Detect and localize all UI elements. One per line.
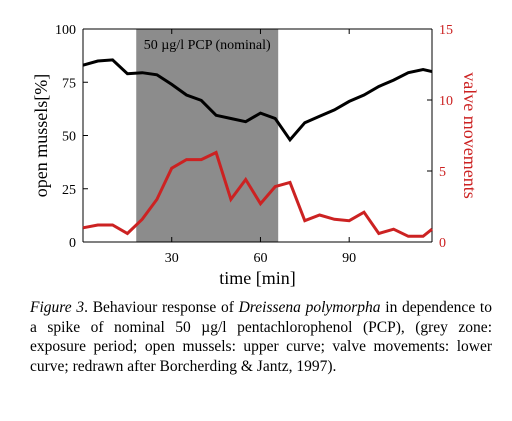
- open-mussels-series-line: [82, 58, 433, 143]
- exposure-band: [136, 29, 279, 242]
- y-left-tick-label: 100: [55, 23, 76, 38]
- valve-movements-series-line: [82, 150, 433, 238]
- y-right-tick-label: 15: [439, 23, 453, 38]
- y-left-tick-label: 75: [62, 76, 76, 91]
- y-right-axis-title: valve movements: [460, 72, 480, 198]
- y-left-tick-label: 50: [62, 130, 76, 145]
- caption-text-2: in dependence to a spike of nominal 50 µ…: [30, 299, 492, 375]
- x-tick-label: 30: [165, 251, 179, 266]
- x-tick-label: 90: [342, 251, 356, 266]
- exposure-band-label: 50 µg/l PCP (nominal): [144, 38, 271, 53]
- caption-dot: .: [84, 299, 88, 316]
- y-left-axis-title: open mussels[%]: [31, 74, 51, 197]
- x-tick-label: 60: [253, 251, 267, 266]
- caption-text-1: Behaviour response of: [87, 299, 239, 316]
- y-right-tick-label: 10: [439, 94, 453, 109]
- caption-figure-label: Figure 3: [30, 299, 85, 316]
- y-left-tick-label: 25: [62, 183, 76, 198]
- caption-species: Dreissena polymorpha: [238, 299, 381, 316]
- y-right-tick-label: 0: [439, 236, 446, 251]
- y-left-tick-label: 0: [69, 236, 76, 251]
- figure-caption: Figure 3. Behaviour response of Dreissen…: [30, 298, 492, 376]
- y-right-tick-label: 5: [439, 165, 446, 180]
- x-axis-title: time [min]: [219, 268, 295, 288]
- chart: 50 µg/l PCP (nominal) 30 60 90 0 25 50 75 100 0 5 1…: [31, 23, 480, 288]
